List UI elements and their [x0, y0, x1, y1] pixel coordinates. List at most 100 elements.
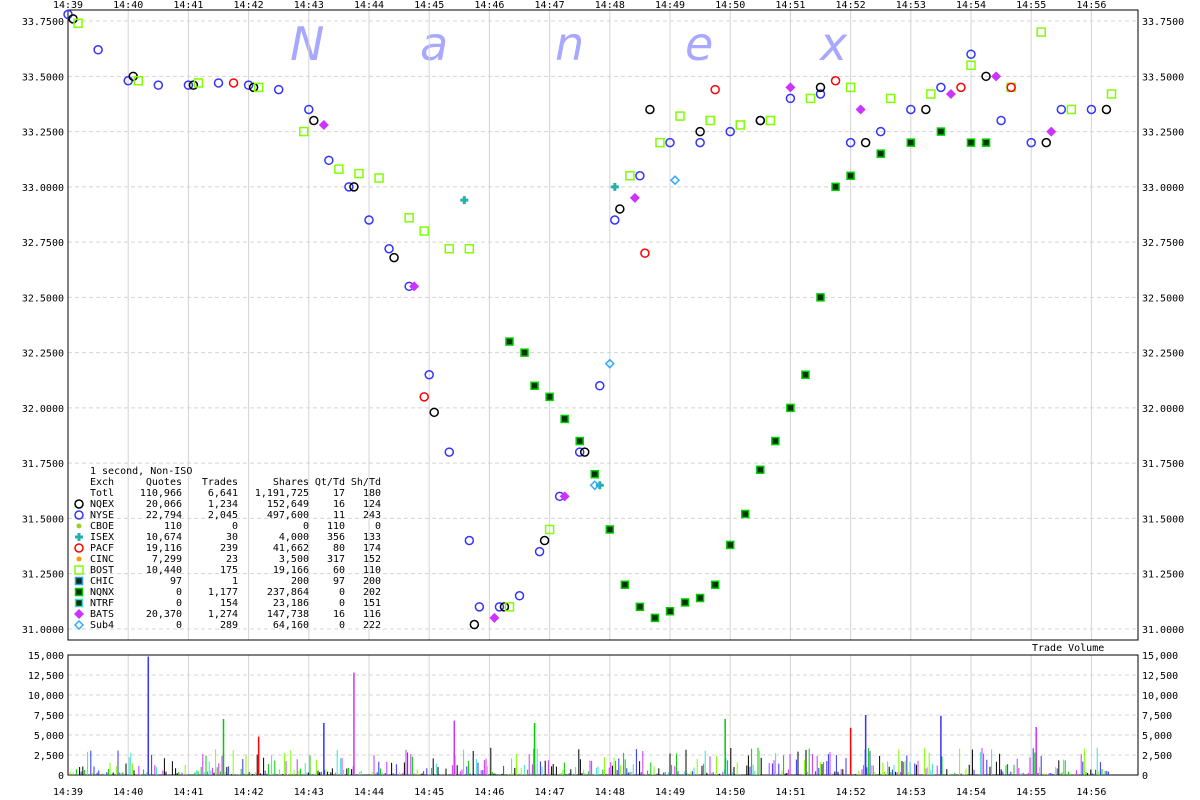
- legend-cell-nqex-shares: 152,649: [267, 499, 309, 510]
- point-nyse-25: [635, 171, 645, 181]
- point-nqnx-14: [710, 580, 720, 589]
- legend-marker-cboe: [76, 523, 82, 529]
- legend-header-0: Exch: [90, 477, 114, 488]
- legend-cell-nyse-trades: 2,045: [208, 510, 238, 521]
- legend-cell-nqnx-sh_td: 202: [363, 587, 381, 598]
- x-tick-top-12: 14:51: [775, 0, 805, 11]
- legend-marker-nqex: [74, 499, 84, 509]
- x-tick-bottom-10: 14:49: [655, 787, 685, 798]
- point-nyse-8: [304, 104, 314, 115]
- point-nqnx-18: [771, 436, 780, 446]
- point-nqnx-17: [756, 465, 765, 475]
- point-bost-28: [1106, 89, 1117, 99]
- legend-cell-chic-quotes: 97: [170, 576, 182, 587]
- legend-marker-nqnx: [74, 587, 84, 597]
- legend-cell-ntrf-exch: NTRF: [90, 598, 114, 609]
- x-tick-top-10: 14:49: [655, 0, 685, 11]
- point-pacf-1: [419, 392, 429, 402]
- point-nqex-4: [309, 115, 319, 126]
- legend-cell-bost-sh_td: 110: [363, 565, 381, 576]
- legend-cell-nqex-exch: NQEX: [90, 499, 114, 510]
- x-tick-top-11: 14:50: [715, 0, 745, 11]
- volume-y-tick-right-4: 10,000: [1142, 691, 1178, 702]
- legend-cell-ntrf-trades: 154: [220, 598, 238, 609]
- legend-cell-bost-exch: BOST: [90, 565, 114, 576]
- legend-cell-nyse-quotes: 22,794: [146, 510, 182, 521]
- price-y-tick-left-10: 33.5000: [22, 72, 64, 83]
- legend-cell-nyse-exch: NYSE: [90, 510, 114, 521]
- point-bost-19: [765, 115, 776, 126]
- volume-y-tick-left-4: 10,000: [28, 691, 64, 702]
- point-nqnx-12: [680, 598, 690, 607]
- price-y-tick-left-1: 31.2500: [22, 570, 64, 581]
- price-y-tick-right-4: 32.0000: [1142, 404, 1184, 415]
- legend-cell-nqnx-exch: NQNX: [90, 587, 114, 598]
- x-tick-top-17: 14:56: [1076, 0, 1106, 11]
- price-y-tick-right-11: 33.7500: [1142, 17, 1184, 28]
- price-y-tick-right-1: 31.2500: [1142, 570, 1184, 581]
- legend-cell-pacf-shares: 41,662: [273, 543, 309, 554]
- x-tick-bottom-6: 14:45: [414, 787, 444, 798]
- x-tick-top-16: 14:55: [1016, 0, 1046, 11]
- legend-cell-nqex-quotes: 20,066: [146, 499, 182, 510]
- point-sub4-1: [604, 358, 615, 369]
- point-nqnx-11: [665, 607, 675, 616]
- legend-marker-bats: [74, 609, 84, 619]
- point-nyse-40: [1086, 104, 1097, 115]
- point-nyse-23: [595, 381, 605, 391]
- point-nqnx-22: [831, 182, 840, 192]
- point-bost-13: [544, 524, 555, 535]
- legend-cell-nqex-qt_td: 16: [333, 499, 345, 510]
- legend-cell-bats-sh_td: 116: [363, 609, 381, 620]
- legend-marker-pacf: [74, 543, 84, 553]
- legend-cell-isex-exch: ISEX: [90, 532, 114, 543]
- point-nyse-32: [845, 137, 856, 148]
- point-bost-1: [133, 75, 143, 86]
- point-bost-22: [885, 93, 896, 104]
- watermark-letter-3: e: [685, 17, 713, 71]
- legend-cell-chic-qt_td: 97: [333, 576, 345, 587]
- legend-cell-nqex-trades: 1,234: [208, 499, 238, 510]
- point-nyse-30: [785, 93, 796, 104]
- x-tick-top-7: 14:46: [474, 0, 504, 11]
- legend-header-4: Qt/Td: [315, 477, 345, 488]
- point-nyse-6: [243, 80, 254, 90]
- point-pacf-2: [640, 248, 650, 258]
- legend-cell-cinc-quotes: 7,299: [152, 554, 182, 565]
- point-nyse-22: [574, 447, 585, 457]
- point-nqnx-19: [786, 403, 795, 413]
- point-nqnx-26: [936, 127, 946, 136]
- point-nqex-10: [539, 535, 550, 546]
- point-nyse-36: [966, 49, 976, 59]
- volume-y-tick-left-2: 5,000: [34, 731, 64, 742]
- volume-y-tick-left-5: 12,500: [28, 671, 64, 682]
- watermark-letter-0: N: [290, 17, 324, 71]
- point-nyse-14: [424, 369, 434, 380]
- watermark: N a n e x: [290, 17, 848, 71]
- legend-cell-nyse-shares: 497,600: [267, 510, 309, 521]
- point-bost-26: [1036, 27, 1046, 37]
- x-tick-bottom-11: 14:50: [715, 787, 745, 798]
- point-nyse-4: [183, 80, 194, 90]
- legend-cell-chic-sh_td: 200: [363, 576, 381, 587]
- point-bost-18: [735, 120, 745, 130]
- x-tick-bottom-0: 14:39: [53, 787, 83, 798]
- point-nqnx-4: [560, 414, 569, 424]
- point-nqnx-2: [530, 381, 539, 391]
- legend-cell-sub4-shares: 64,160: [273, 620, 309, 631]
- point-nyse-37: [996, 115, 1006, 126]
- point-nyse-35: [936, 82, 946, 93]
- legend-cell-totl-shares: 1,191,725: [255, 488, 309, 499]
- point-bost-14: [625, 171, 635, 181]
- x-tick-bottom-1: 14:40: [113, 787, 143, 798]
- volume-y-tick-right-1: 2,500: [1142, 751, 1172, 762]
- point-nqex-19: [981, 71, 991, 82]
- point-nyse-34: [906, 104, 916, 115]
- point-nqnx-8: [620, 580, 630, 589]
- point-bats-3: [559, 491, 570, 502]
- point-nyse-24: [610, 215, 620, 225]
- legend-cell-bats-exch: BATS: [90, 609, 114, 620]
- legend-marker-ntrf: [74, 598, 84, 608]
- point-bost-9: [419, 226, 429, 236]
- x-tick-top-2: 14:41: [173, 0, 203, 11]
